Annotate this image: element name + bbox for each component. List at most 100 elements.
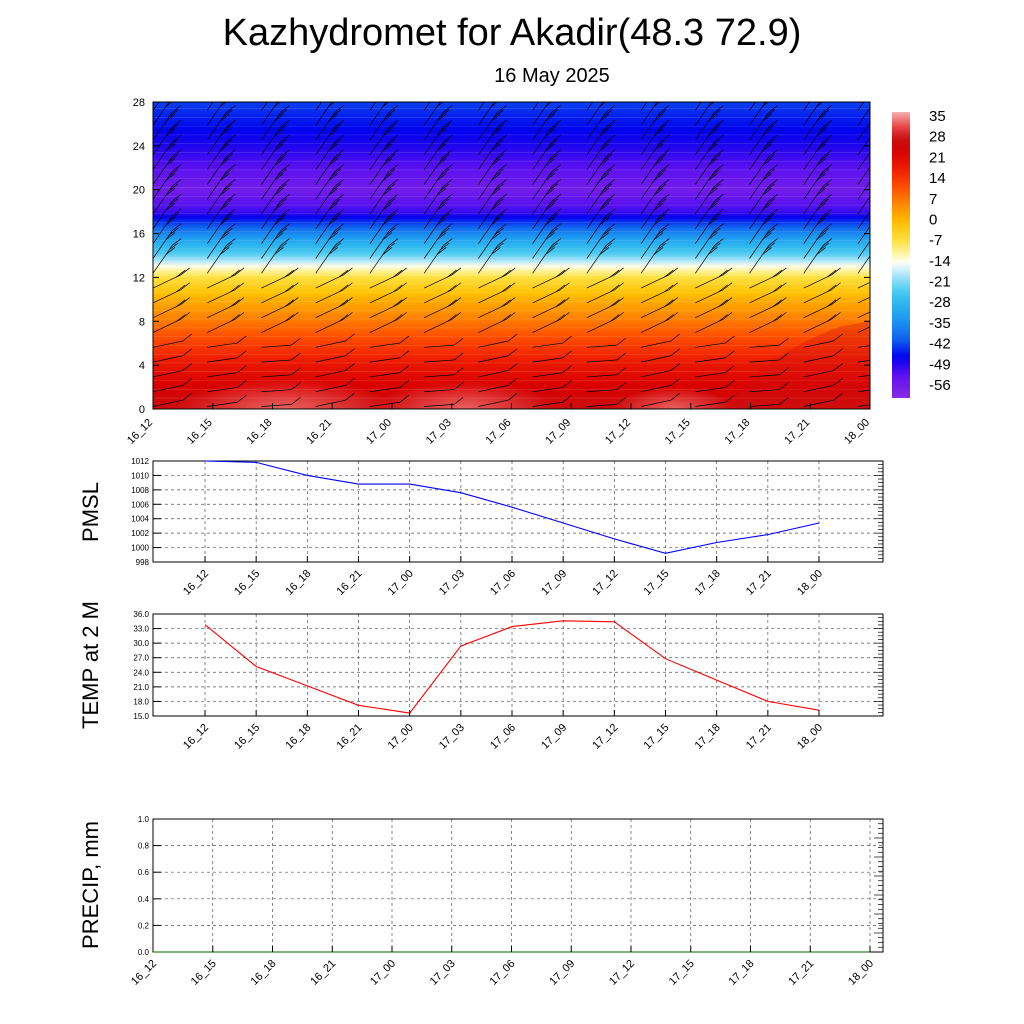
wind-barb bbox=[640, 208, 670, 244]
wind-barb bbox=[153, 223, 182, 259]
xtick-label: 17_15 bbox=[642, 568, 672, 598]
wind-barb bbox=[640, 223, 670, 259]
wind-barb bbox=[424, 397, 464, 407]
colorbar-label: -42 bbox=[929, 336, 951, 353]
series-line bbox=[204, 620, 820, 714]
ytick-label: 30.0 bbox=[133, 639, 149, 648]
wind-barb bbox=[857, 389, 870, 393]
xtick-label: 17_15 bbox=[667, 958, 697, 988]
xtick-label: 17_12 bbox=[590, 568, 620, 598]
wind-barb bbox=[369, 179, 399, 215]
xtick-label: 16_15 bbox=[232, 568, 262, 598]
ytick-label: 1012 bbox=[131, 457, 149, 466]
xtick-label: 17_06 bbox=[488, 722, 518, 752]
wind-barb bbox=[695, 380, 735, 393]
wind-barb bbox=[749, 352, 789, 363]
wind-barb bbox=[424, 352, 464, 363]
wind-barb bbox=[206, 193, 236, 230]
wind-barb bbox=[640, 297, 679, 319]
heatmap-xtick-label: 17_03 bbox=[424, 417, 454, 447]
heatmap-xtick-label: 17_00 bbox=[364, 417, 394, 447]
wind-barb bbox=[749, 105, 778, 141]
xtick-label: 18_00 bbox=[795, 722, 825, 752]
wind-barb bbox=[206, 134, 236, 170]
wind-barb bbox=[749, 297, 787, 319]
wind-barb bbox=[857, 166, 870, 185]
wind-barb bbox=[315, 193, 345, 230]
wind-barb bbox=[207, 365, 247, 378]
wind-barb bbox=[261, 312, 299, 333]
wind-barb bbox=[261, 352, 301, 363]
wind-barb bbox=[423, 105, 453, 141]
xtick-label: 16_12 bbox=[129, 958, 159, 988]
heatmap-ytick-label: 20 bbox=[133, 185, 145, 197]
xtick-label: 16_18 bbox=[283, 568, 313, 598]
xtick-label: 16_21 bbox=[308, 958, 338, 988]
wind-barb bbox=[478, 238, 507, 274]
wind-barb bbox=[803, 267, 841, 289]
wind-barb bbox=[586, 238, 616, 274]
wind-barb bbox=[640, 282, 679, 304]
wind-barb bbox=[695, 238, 724, 274]
ytick-label: 15.0 bbox=[133, 712, 149, 721]
wind-barb bbox=[207, 350, 247, 363]
heatmap-ytick-label: 8 bbox=[139, 316, 145, 328]
wind-barb bbox=[369, 164, 399, 200]
wind-barb bbox=[207, 394, 247, 407]
wind-barb bbox=[261, 282, 299, 304]
wind-barb bbox=[749, 193, 778, 230]
wind-barb bbox=[261, 105, 290, 141]
xtick-label: 17_21 bbox=[744, 722, 774, 752]
line-panel-3: 0.0 0.2 0.4 0.6 0.8 1.0 16_12 16_15 16_18 16_21 17… bbox=[78, 815, 884, 988]
wind-barb bbox=[749, 149, 778, 185]
wind-barb bbox=[369, 193, 399, 230]
xtick-label: 17_09 bbox=[539, 568, 569, 598]
wind-barb bbox=[586, 119, 616, 156]
xtick-label: 16_15 bbox=[189, 958, 219, 988]
wind-barb bbox=[640, 312, 679, 333]
wind-barb bbox=[478, 208, 507, 244]
wind-barb bbox=[532, 312, 570, 333]
wind-barb bbox=[640, 105, 670, 141]
heatmap-xtick-label: 18_00 bbox=[842, 417, 872, 447]
wind-barb bbox=[586, 164, 616, 200]
wind-barb bbox=[261, 149, 290, 185]
wind-barb bbox=[153, 134, 182, 170]
y-axis-label: TEMP at 2 M bbox=[78, 601, 103, 729]
xtick-label: 17_18 bbox=[693, 568, 723, 598]
wind-barb bbox=[424, 312, 462, 333]
wind-barb bbox=[315, 179, 345, 215]
xtick-label: 16_21 bbox=[335, 722, 365, 752]
wind-barb bbox=[153, 179, 182, 215]
wind-barb bbox=[261, 238, 290, 274]
chart-subtitle: 16 May 2025 bbox=[494, 65, 610, 87]
wind-barb bbox=[857, 282, 870, 289]
wind-barb bbox=[478, 179, 507, 215]
wind-barb bbox=[695, 102, 702, 111]
wind-barb bbox=[586, 367, 627, 378]
wind-barb bbox=[857, 326, 870, 333]
wind-barb bbox=[261, 367, 301, 378]
wind-barb bbox=[749, 367, 789, 378]
wind-barbs bbox=[153, 102, 870, 407]
wind-barb bbox=[424, 297, 462, 319]
wind-barb bbox=[207, 335, 247, 348]
wind-barb bbox=[153, 312, 190, 333]
wind-barb bbox=[803, 149, 833, 185]
xtick-label: 17_18 bbox=[727, 958, 757, 988]
wind-barb bbox=[478, 348, 518, 363]
y-axis-label: PRECIP, mm bbox=[78, 821, 103, 949]
panel-frame bbox=[152, 818, 884, 953]
wind-barb bbox=[153, 164, 182, 200]
wind-barb bbox=[640, 238, 670, 274]
wind-barb bbox=[803, 312, 841, 333]
wind-barb bbox=[207, 267, 245, 289]
wind-barb bbox=[857, 210, 870, 230]
wind-barb bbox=[369, 208, 399, 244]
wind-barb bbox=[261, 337, 301, 348]
panel-frame bbox=[152, 460, 884, 563]
wind-barb bbox=[532, 380, 572, 393]
heatmap-xtick-label: 16_18 bbox=[245, 417, 275, 447]
wind-barb bbox=[153, 363, 192, 378]
wind-barb bbox=[857, 151, 870, 170]
